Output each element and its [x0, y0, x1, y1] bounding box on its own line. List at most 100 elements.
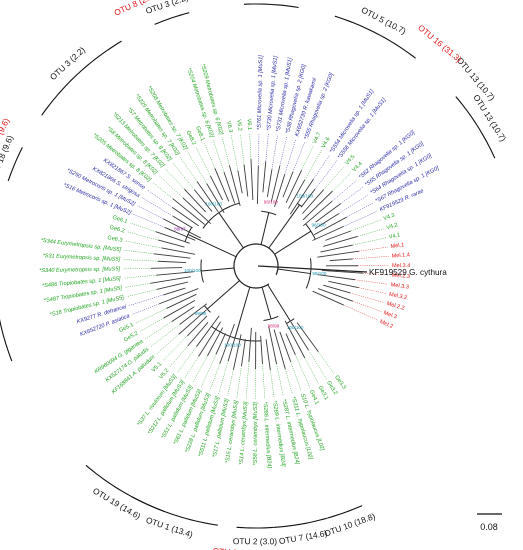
tip-branch	[172, 215, 193, 229]
otu-label: OTU 3 (2.2)	[48, 45, 87, 83]
outgroup: KF919529 G. cythura	[257, 265, 447, 277]
tip-branch	[182, 197, 211, 225]
clade-stem	[267, 284, 291, 322]
otu-label: OTU 3 (2.2)	[144, 0, 189, 16]
tip-leader	[187, 151, 207, 184]
tip-label: Mel.2	[379, 319, 394, 330]
tip-label: Mel.3.3	[390, 282, 409, 290]
tip-branch	[166, 293, 197, 309]
otu-bracket	[334, 15, 416, 59]
tip-leader	[141, 197, 173, 217]
tip-leader	[227, 369, 234, 397]
tip-leader	[249, 133, 252, 160]
tip-leader	[350, 292, 384, 303]
tip-branch	[266, 169, 273, 198]
tip-branch	[328, 280, 359, 289]
tip-branch	[214, 168, 230, 202]
tip-leader	[295, 354, 311, 388]
clade-stem	[201, 267, 235, 272]
tip-leader	[357, 228, 384, 237]
tip-leader	[308, 349, 327, 379]
tip-branch	[312, 290, 344, 306]
clade-stem	[261, 287, 272, 320]
tip-leader	[130, 222, 156, 232]
tip-branch	[171, 306, 195, 323]
tip-branch	[158, 288, 199, 305]
tip-branch	[289, 179, 314, 215]
tip-branch	[194, 189, 213, 212]
tip-branch	[317, 274, 356, 281]
tip-label: Ge5.1	[118, 322, 134, 334]
clade-stem	[277, 268, 311, 275]
tip-label: *S286 L. intermedius [B24]	[262, 402, 272, 469]
tree-branches	[123, 133, 390, 399]
tip-leader	[265, 133, 269, 162]
tip-leader	[304, 150, 322, 180]
tip-branch	[241, 339, 246, 367]
tip-branch	[302, 190, 333, 221]
tip-branch	[315, 203, 341, 223]
tip-label: *S14 L. cerambyx [MuS3]	[239, 401, 250, 465]
tip-branch	[323, 235, 358, 247]
tip-branch	[209, 175, 223, 201]
tip-branch	[256, 166, 259, 205]
tip-leader	[258, 133, 260, 167]
tip-branch	[302, 189, 325, 214]
tip-leader	[355, 279, 388, 285]
tip-branch	[320, 244, 353, 253]
tip-label: Mel.3.4	[392, 263, 410, 269]
tip-label: V4.1	[388, 232, 401, 240]
tip-leader	[358, 246, 388, 252]
support-value: 96/100	[264, 200, 278, 205]
tip-branch	[227, 329, 238, 362]
clade-arc	[200, 259, 204, 283]
tip-label: Mel.3.2	[388, 292, 407, 302]
tip-leader	[313, 154, 330, 180]
tip-leader	[128, 294, 164, 306]
tip-leader	[352, 300, 382, 312]
tip-leader	[343, 211, 378, 227]
otu-label: OTU 16 (31.3)	[416, 22, 464, 64]
tip-leader	[156, 334, 180, 355]
tip-leader	[245, 361, 250, 399]
tip-label: V4.7	[312, 132, 322, 145]
tip-leader	[340, 186, 364, 204]
tip-branch	[302, 200, 333, 227]
tip-branch	[223, 172, 236, 204]
tip-label: *S31 Eurymetropsis sp. [MuS5]	[42, 253, 120, 263]
tip-label: KF919529 R. rarae	[379, 188, 425, 213]
tip-leader	[332, 179, 358, 202]
scale-bar: 0.08	[477, 513, 502, 532]
clade-arc	[202, 202, 240, 229]
tip-leader	[209, 363, 221, 391]
otu-bracket	[236, 526, 274, 529]
tip-label: V4.3	[383, 213, 396, 223]
tip-leader	[158, 175, 184, 198]
tip-leader	[218, 360, 229, 394]
tip-branch	[150, 276, 191, 284]
tip-label: Ge8.1	[194, 126, 205, 142]
tip-branch	[317, 288, 353, 302]
tip-branch	[163, 218, 201, 239]
tip-leader	[179, 156, 198, 182]
tip-leader	[290, 361, 302, 392]
tip-leader	[230, 135, 239, 171]
tip-branch	[187, 322, 209, 347]
tip-branch	[288, 179, 306, 209]
tip-branch	[285, 170, 302, 203]
tip-branch	[265, 339, 271, 371]
tip-leader	[221, 137, 230, 166]
support-value: 98/100	[311, 222, 325, 227]
tip-branch	[273, 329, 286, 370]
tip-leader	[192, 355, 208, 384]
tip-branch	[187, 315, 208, 337]
tip-branch	[158, 260, 187, 264]
otu-bracket	[327, 505, 363, 519]
tip-leader	[352, 256, 389, 260]
tip-branch	[285, 333, 296, 355]
tip-branch	[329, 258, 353, 262]
tip-branch	[196, 315, 220, 347]
tip-branch	[164, 227, 196, 241]
tip-branch	[151, 267, 183, 269]
tip-branch	[250, 159, 254, 201]
